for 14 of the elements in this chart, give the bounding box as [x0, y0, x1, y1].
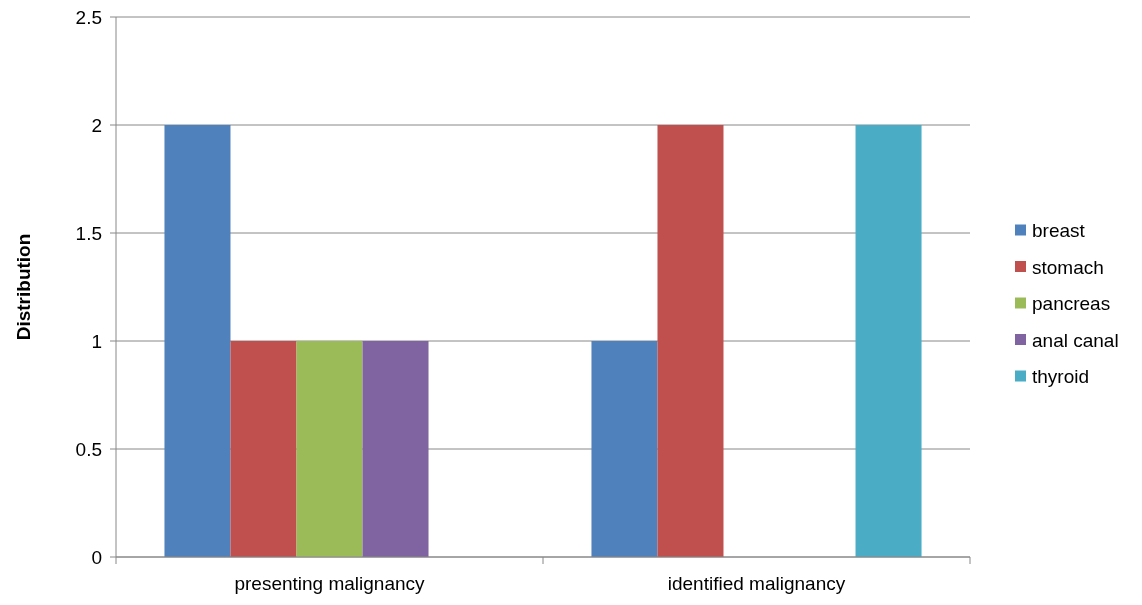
y-tick-label: 1: [91, 330, 102, 352]
y-tick-label: 0.5: [75, 438, 102, 460]
y-tick-label: 2: [91, 114, 102, 136]
legend-label: pancreas: [1032, 293, 1111, 315]
y-tick-label: 2.5: [75, 6, 102, 28]
legend-label: stomach: [1032, 256, 1104, 278]
legend-label: anal canal: [1032, 329, 1119, 351]
x-tick-label: presenting malignancy: [234, 573, 426, 594]
y-tick-label: 0: [91, 546, 102, 568]
y-axis-title: Distribution: [13, 233, 34, 341]
legend-label: breast: [1032, 220, 1086, 242]
x-tick-label: identified malignancy: [667, 573, 846, 594]
legend-label: thyroid: [1032, 366, 1090, 388]
y-tick-label: 1.5: [75, 222, 102, 244]
